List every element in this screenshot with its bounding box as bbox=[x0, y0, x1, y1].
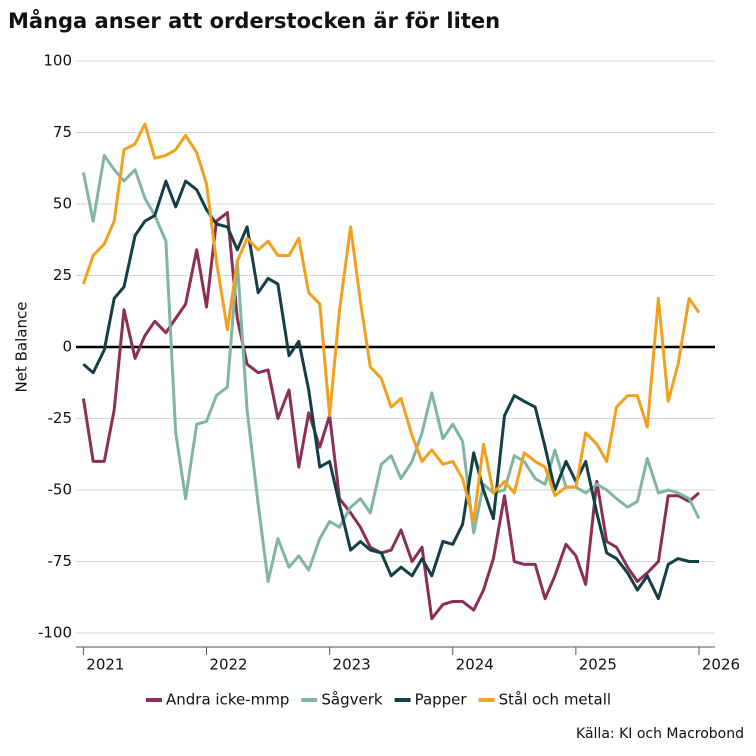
series-line bbox=[81, 211, 700, 621]
series-line bbox=[81, 122, 701, 523]
x-tick-label: 2021 bbox=[86, 656, 124, 674]
x-tick-label: 2023 bbox=[333, 656, 371, 674]
chart-title: Många anser att orderstocken är för lite… bbox=[8, 8, 500, 33]
series-line bbox=[82, 179, 699, 601]
series-line bbox=[81, 153, 701, 583]
y-tick-label: 25 bbox=[53, 266, 72, 284]
y-axis-label: Net Balance bbox=[13, 302, 31, 393]
legend-label: Stål och metall bbox=[499, 691, 611, 709]
y-tick-label: 100 bbox=[43, 52, 72, 70]
y-tick-label: -25 bbox=[48, 409, 73, 427]
legend-label: Andra icke-mmp bbox=[166, 691, 289, 709]
y-tick-label: -75 bbox=[48, 552, 73, 570]
source: Källa: KI och Macrobond bbox=[576, 726, 744, 742]
y-tick-label: 50 bbox=[53, 195, 72, 213]
y-tick-label: 0 bbox=[62, 338, 72, 356]
y-tick-label: -50 bbox=[48, 481, 73, 499]
x-tick-label: 2022 bbox=[209, 656, 247, 674]
legend-label: Papper bbox=[415, 691, 468, 709]
legend-label: Sågverk bbox=[321, 691, 383, 709]
x-tick-label: 2025 bbox=[579, 656, 617, 674]
x-tick-label: 2026 bbox=[702, 656, 740, 674]
y-tick-label: 75 bbox=[53, 123, 72, 141]
y-tick-label: -100 bbox=[38, 624, 72, 642]
x-tick-label: 2024 bbox=[456, 656, 494, 674]
